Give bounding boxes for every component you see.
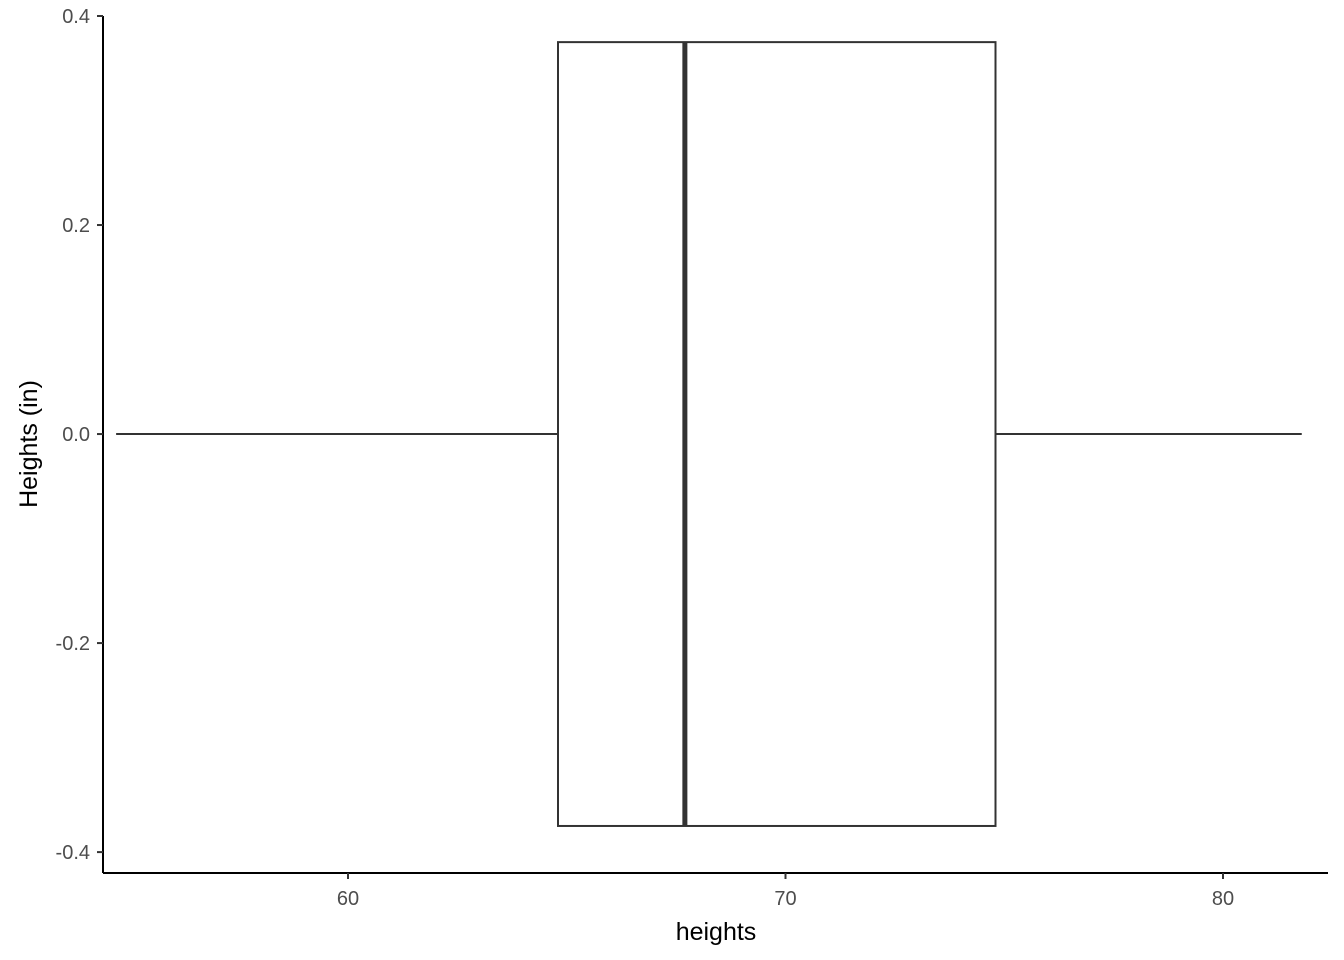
x-tick-label: 70 [774, 888, 796, 910]
y-tick-label: 0.2 [62, 215, 90, 237]
y-tick-label: -0.4 [56, 842, 90, 864]
box-iqr [557, 41, 997, 827]
x-axis-title: heights [676, 918, 757, 946]
x-tick-label: 80 [1212, 888, 1234, 910]
y-tick-label: 0.4 [62, 6, 90, 28]
y-tick-label: 0.0 [62, 424, 90, 446]
y-tick-label: -0.2 [56, 633, 90, 655]
x-tick-label: 60 [337, 888, 359, 910]
plot-area [116, 41, 1302, 827]
y-axis-title: Heights (in) [15, 380, 43, 508]
axes: -0.4 -0.2 0.0 0.2 0.4 60 70 80 [56, 6, 1328, 910]
